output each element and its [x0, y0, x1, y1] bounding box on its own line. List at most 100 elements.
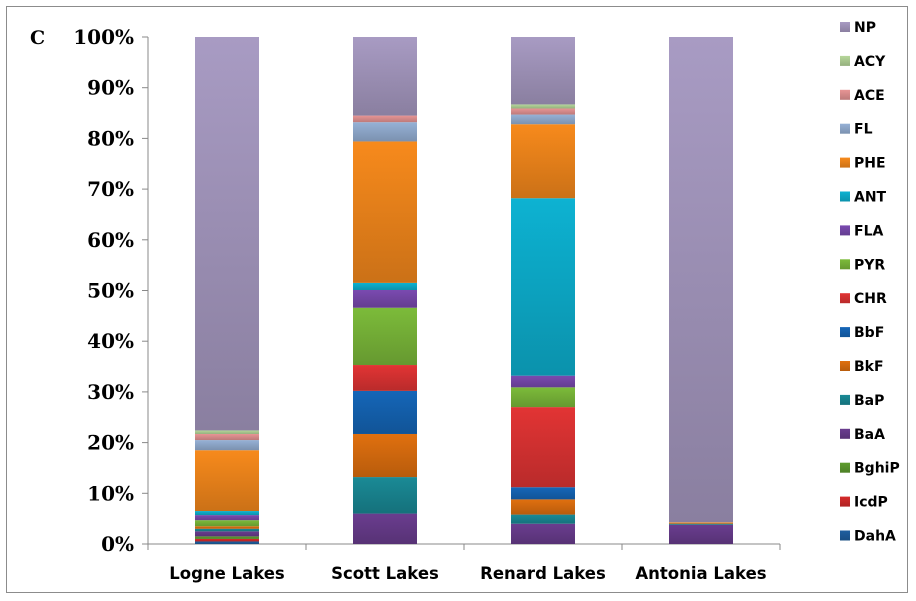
- legend-label: ACE: [854, 88, 885, 104]
- x-tick-label-logne-lakes: Logne Lakes: [169, 564, 285, 583]
- x-tick-label-scott-lakes: Scott Lakes: [331, 564, 439, 583]
- bar-segment-logne-lakes-bkf: [195, 526, 259, 529]
- bar-segment-renard-lakes-acy: [511, 104, 575, 109]
- legend-item-chr: CHR: [840, 291, 887, 307]
- x-tick-label-renard-lakes: Renard Lakes: [480, 564, 606, 583]
- y-tick-label: 0%: [101, 532, 134, 556]
- legend-label: FL: [854, 122, 873, 138]
- bar-segment-scott-lakes-np: [353, 37, 417, 116]
- legend-swatch: [840, 259, 850, 270]
- legend-label: IcdP: [854, 495, 888, 511]
- legend-label: FLA: [854, 223, 883, 239]
- legend-label: CHR: [854, 291, 887, 307]
- bar-segment-renard-lakes-bbf: [511, 487, 575, 500]
- x-tick-label-antonia-lakes: Antonia Lakes: [635, 564, 766, 583]
- legend-item-pyr: PYR: [840, 257, 885, 273]
- bar-segment-scott-lakes-pyr: [353, 307, 417, 366]
- bar-segment-logne-lakes-fla: [195, 515, 259, 521]
- legend-swatch: [840, 462, 850, 473]
- bar-stack-scott-lakes: [353, 37, 417, 544]
- legend-label: BkF: [854, 359, 884, 375]
- bar-segment-scott-lakes-bbf: [353, 390, 417, 434]
- bar-segment-renard-lakes-bap: [511, 514, 575, 524]
- legend-item-bkf: BkF: [840, 359, 884, 375]
- legend-item-acy: ACY: [840, 54, 886, 70]
- bar-segment-antonia-lakes-phe: [669, 522, 733, 523]
- bar-segment-renard-lakes-ant: [511, 198, 575, 376]
- bar-segment-renard-lakes-fl: [511, 114, 575, 125]
- bar-segment-renard-lakes-chr: [511, 407, 575, 488]
- y-tick-label: 30%: [87, 380, 134, 404]
- bar-segment-scott-lakes-fla: [353, 289, 417, 308]
- legend-label: DahA: [854, 529, 896, 545]
- y-tick-label: 70%: [87, 177, 134, 201]
- bar-segment-renard-lakes-pyr: [511, 387, 575, 408]
- y-tick-label: 60%: [87, 228, 134, 252]
- bar-segment-logne-lakes-baa: [195, 531, 259, 537]
- legend-swatch: [840, 496, 850, 507]
- legend-swatch: [840, 157, 850, 168]
- legend-item-icdp: IcdP: [840, 495, 888, 511]
- y-tick-label: 50%: [87, 279, 134, 303]
- chart-frame: [6, 6, 908, 593]
- bar-segment-scott-lakes-bkf: [353, 433, 417, 478]
- legend-label: PHE: [854, 156, 886, 172]
- legend-swatch: [840, 530, 850, 541]
- bar-segment-logne-lakes-bap: [195, 528, 259, 532]
- bar-segment-renard-lakes-fla: [511, 375, 575, 388]
- bar-stack-renard-lakes: [511, 37, 575, 544]
- bar-segment-renard-lakes-baa: [511, 523, 575, 544]
- panel-label: C: [30, 27, 45, 49]
- legend-item-phe: PHE: [840, 156, 886, 172]
- bar-segment-scott-lakes-ant: [353, 282, 417, 290]
- legend-item-ant: ANT: [840, 190, 887, 206]
- bar-stack-logne-lakes: [195, 37, 259, 544]
- bar-segment-logne-lakes-ace: [195, 433, 259, 441]
- legend-item-baa: BaA: [840, 427, 885, 443]
- bar-segment-logne-lakes-np: [195, 37, 259, 431]
- bar-segment-antonia-lakes-np: [669, 37, 733, 523]
- legend-item-np: NP: [840, 20, 876, 36]
- x-axis: Logne Lakes Scott Lakes Renard Lakes Antoni…: [147, 543, 781, 583]
- y-tick-label: 100%: [73, 25, 134, 49]
- bar-stack-antonia-lakes: [669, 37, 733, 544]
- bar-segment-scott-lakes-baa: [353, 513, 417, 544]
- legend-swatch: [840, 89, 850, 100]
- y-tick-label: 80%: [87, 126, 134, 150]
- legend-swatch: [840, 22, 850, 32]
- bar-segment-renard-lakes-phe: [511, 124, 575, 199]
- bar-segment-logne-lakes-ant: [195, 511, 259, 516]
- legend-swatch: [840, 293, 850, 304]
- bars: [195, 37, 733, 544]
- bar-segment-antonia-lakes-bkf: [669, 522, 733, 524]
- bar-segment-antonia-lakes-bap: [669, 523, 733, 525]
- legend-swatch: [840, 394, 850, 405]
- legend-swatch: [840, 327, 850, 338]
- y-tick-label: 20%: [87, 431, 134, 455]
- legend-item-bghip: BghiP: [840, 461, 900, 477]
- legend-item-fla: FLA: [840, 223, 883, 239]
- legend-label: PYR: [854, 257, 885, 273]
- bar-segment-logne-lakes-phe: [195, 450, 259, 512]
- bar-segment-scott-lakes-ace: [353, 115, 417, 123]
- legend: NP ACY ACE FL PHE ANT FLA PYR CHR BbF BkF BaP BaA Bgh…: [840, 20, 900, 545]
- bar-segment-antonia-lakes-baa: [669, 524, 733, 544]
- bar-segment-renard-lakes-bkf: [511, 499, 575, 515]
- legend-swatch: [840, 225, 850, 236]
- legend-swatch: [840, 428, 850, 439]
- legend-label: ACY: [854, 54, 886, 70]
- bar-segment-renard-lakes-np: [511, 37, 575, 105]
- legend-item-daha: DahA: [840, 529, 896, 545]
- legend-label: BghiP: [854, 461, 900, 477]
- y-axis: 0% 10% 20% 30% 40% 50% 60% 70% 80% 90% 100%: [73, 25, 149, 556]
- legend-item-bap: BaP: [840, 393, 884, 409]
- bar-segment-logne-lakes-icdp: [195, 538, 259, 542]
- bar-segment-logne-lakes-pyr: [195, 520, 259, 527]
- legend-label: ANT: [854, 190, 887, 206]
- legend-swatch: [840, 55, 850, 66]
- bar-segment-scott-lakes-fl: [353, 122, 417, 142]
- bar-segment-logne-lakes-acy: [195, 430, 259, 434]
- legend-label: BaA: [854, 427, 885, 443]
- legend-item-bbf: BbF: [840, 325, 884, 341]
